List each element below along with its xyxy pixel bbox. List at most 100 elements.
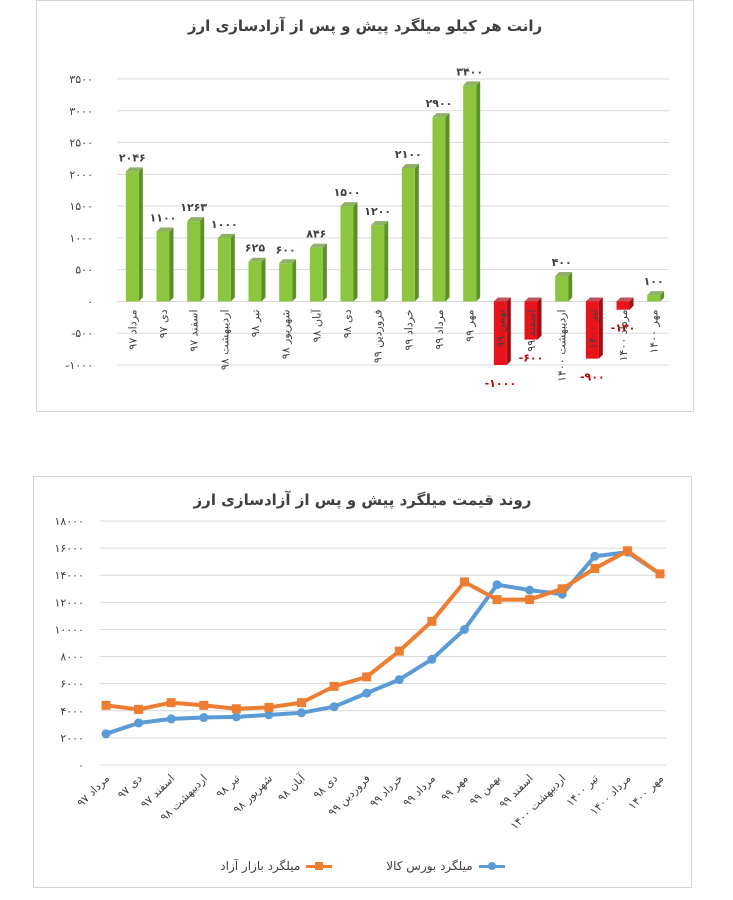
data-label: -۶۰۰ bbox=[519, 352, 544, 365]
data-point-free-market bbox=[590, 563, 600, 573]
x-tick-label: آبان ۹۸ bbox=[275, 771, 309, 805]
bar bbox=[279, 263, 293, 302]
data-point-free-market bbox=[101, 700, 111, 710]
data-label: ۱۲۶۳ bbox=[180, 201, 207, 214]
x-tick-label: تیر ۹۸ bbox=[214, 772, 243, 801]
bar bbox=[309, 247, 323, 302]
rent-chart-panel: رانت هر کیلو میلگرد پیش و پس از آزادسازی… bbox=[36, 0, 694, 412]
x-tick-label: اسفند ۹۷ bbox=[188, 309, 201, 351]
data-point-exchange bbox=[297, 708, 307, 718]
bar-side bbox=[200, 217, 205, 302]
data-label: ۱۰۰ bbox=[644, 275, 664, 288]
data-point-exchange bbox=[329, 702, 339, 712]
x-tick-label: فروردین ۹۹ bbox=[372, 309, 385, 363]
y-tick-label: ۶۰۰۰ bbox=[60, 678, 84, 691]
data-point-free-market bbox=[199, 700, 209, 710]
y-tick-label: ۱۰۰۰ bbox=[69, 232, 93, 245]
chart-title: روند قیمت میلگرد پیش و پس از آزادسازی ار… bbox=[193, 491, 532, 509]
bar bbox=[401, 167, 415, 302]
bar-top bbox=[616, 297, 634, 302]
data-label: ۲۰۴۶ bbox=[119, 151, 146, 164]
bar-side bbox=[476, 81, 481, 302]
data-point-exchange bbox=[134, 718, 144, 728]
y-tick-label: ۴۰۰۰ bbox=[60, 705, 84, 718]
x-tick-label: اردیبهشت ۱۴۰۰ bbox=[556, 309, 569, 381]
bar-side bbox=[261, 257, 266, 302]
x-tick-label: مهر ۱۴۰۰ bbox=[648, 309, 661, 353]
data-point-free-market bbox=[264, 702, 274, 712]
bar-side bbox=[138, 167, 143, 302]
bar-side bbox=[660, 291, 665, 302]
x-tick-label: مرداد ۱۴۰۰ bbox=[617, 309, 630, 361]
bar bbox=[493, 301, 507, 365]
bar bbox=[432, 117, 446, 302]
bar-side bbox=[353, 202, 358, 302]
y-tick-label: ۳۵۰۰ bbox=[69, 73, 93, 86]
bar-side bbox=[568, 272, 573, 302]
y-tick-label: ۱۸۰۰۰ bbox=[54, 515, 84, 528]
data-point-free-market bbox=[427, 616, 437, 626]
data-label: ۸۴۶ bbox=[306, 228, 326, 241]
y-tick-label: ۱۰۰۰۰ bbox=[54, 623, 84, 636]
bar bbox=[125, 171, 139, 302]
data-point-free-market bbox=[557, 584, 567, 594]
series-line-free-market bbox=[105, 548, 662, 712]
data-point-free-market bbox=[297, 698, 307, 708]
data-label: ۲۱۰۰ bbox=[395, 148, 422, 161]
data-point-free-market bbox=[231, 704, 241, 714]
legend-item-free-market: میلگرد بازار آزاد bbox=[220, 859, 333, 873]
bar-side bbox=[445, 113, 450, 302]
bar-top bbox=[309, 243, 327, 248]
data-label: ۴۰۰ bbox=[552, 256, 572, 269]
y-tick-label: ۲۰۰۰ bbox=[69, 168, 93, 181]
data-point-free-market bbox=[525, 595, 535, 605]
y-tick-label: ۸۰۰۰ bbox=[60, 651, 84, 664]
bar-side bbox=[169, 227, 174, 302]
data-label: ۳۴۰۰ bbox=[456, 65, 483, 78]
chart-title: رانت هر کیلو میلگرد پیش و پس از آزادسازی… bbox=[187, 17, 543, 35]
data-point-exchange bbox=[459, 624, 469, 634]
y-tick-label: ۱۴۰۰۰ bbox=[54, 569, 84, 582]
data-label: ۱۰۰۰ bbox=[211, 218, 238, 231]
x-tick-label: بهمن ۹۹ bbox=[494, 309, 507, 347]
bar-top bbox=[463, 81, 481, 86]
rent-bar-chart: -۱۰۰۰ -۵۰۰ ۰ ۵۰۰ ۱۰۰۰ ۱۵۰۰ ۲۰۰۰ ۲۵۰۰ ۳۰۰۰ ۳۵۰۰ ۲۰۴… bbox=[65, 65, 669, 390]
data-point-free-market bbox=[655, 569, 665, 579]
data-point-exchange bbox=[427, 654, 437, 664]
data-point-free-market bbox=[329, 681, 339, 691]
bar-side bbox=[384, 221, 389, 302]
data-point-exchange bbox=[394, 675, 404, 685]
price-trend-panel: روند قیمت میلگرد پیش و پس از آزادسازی ار… bbox=[33, 476, 692, 888]
x-tick-label: دی ۹۷ bbox=[115, 772, 145, 802]
bar-top bbox=[585, 297, 603, 302]
data-point-free-market bbox=[134, 704, 144, 714]
bar bbox=[371, 225, 385, 302]
data-point-exchange bbox=[166, 714, 176, 724]
bar-top bbox=[187, 217, 205, 222]
bar-side bbox=[629, 297, 634, 310]
x-tick-label: خرداد ۹۹ bbox=[367, 772, 405, 810]
data-label: -۱۳۰ bbox=[611, 322, 636, 335]
bar bbox=[524, 301, 538, 340]
bar-top bbox=[217, 233, 235, 238]
x-tick-label: اردیبهشت ۹۸ bbox=[218, 309, 231, 370]
legend-label: میلگرد بورس کالا bbox=[386, 859, 473, 873]
x-tick-label: مرداد ۹۹ bbox=[400, 772, 438, 810]
data-point-exchange bbox=[199, 713, 209, 723]
bar-top bbox=[248, 257, 266, 262]
x-tick-label: تیر ۱۴۰۰ bbox=[586, 309, 599, 349]
y-tick-label: ۱۲۰۰۰ bbox=[54, 596, 84, 609]
data-point-exchange bbox=[101, 729, 111, 739]
x-tick-label: دی ۹۸ bbox=[341, 309, 354, 338]
bar bbox=[187, 221, 201, 302]
bar-top bbox=[125, 167, 143, 172]
legend-swatch-orange bbox=[306, 861, 333, 871]
data-label: ۲۹۰۰ bbox=[426, 97, 453, 110]
bar-top bbox=[493, 297, 511, 302]
x-tick-label: مهر ۹۹ bbox=[464, 309, 477, 341]
x-tick-label: آبان ۹۸ bbox=[309, 309, 323, 343]
data-label: ۱۵۰۰ bbox=[334, 186, 361, 199]
bar-top bbox=[371, 221, 389, 226]
y-tick-label: -۱۰۰۰ bbox=[65, 359, 93, 372]
bar-top bbox=[156, 227, 174, 232]
